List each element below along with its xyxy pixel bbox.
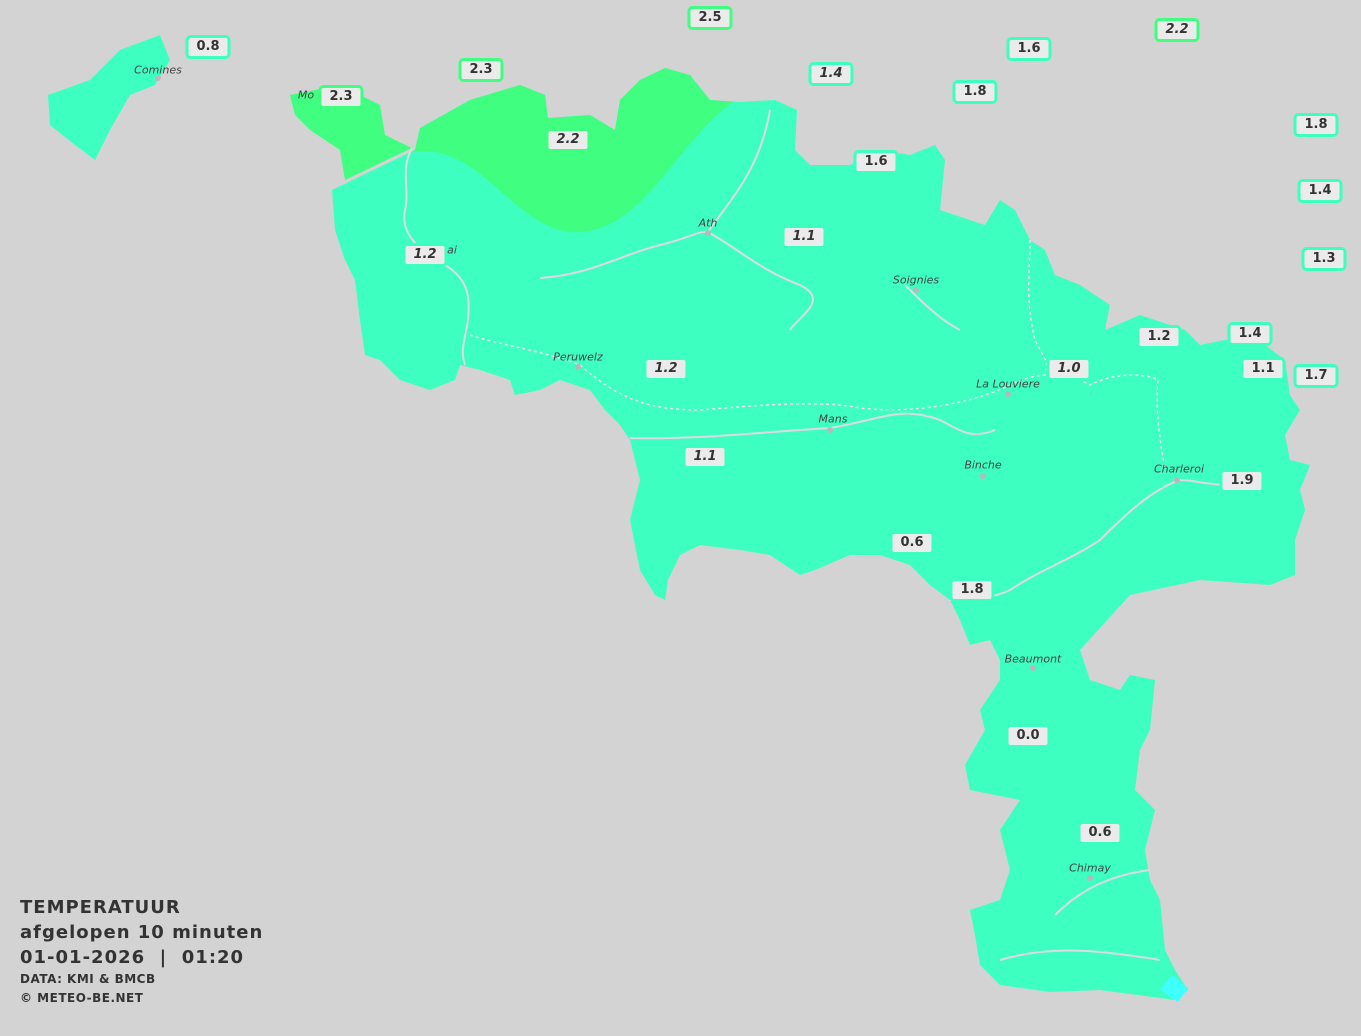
station-temperature-label[interactable]: 0.6: [1077, 821, 1123, 845]
river: [707, 109, 771, 233]
river: [1054, 869, 1151, 916]
station-temperature-label[interactable]: 1.7: [1293, 364, 1339, 388]
station-temperature-label[interactable]: 1.8: [949, 578, 995, 602]
city-markers: [155, 75, 1180, 881]
river: [904, 284, 961, 331]
station-temperature-label[interactable]: 2.2: [545, 128, 591, 152]
city-label: Soignies: [892, 273, 940, 287]
city-label: Comines: [134, 63, 182, 77]
city-marker: [913, 287, 919, 293]
station-temperature-label[interactable]: 1.3: [1301, 247, 1347, 271]
station-temperature-label[interactable]: 1.1: [682, 445, 728, 469]
legend-title: TEMPERATUUR: [20, 897, 181, 918]
mouscron-enclave: [290, 85, 412, 180]
station-temperature-label[interactable]: 1.9: [1219, 469, 1265, 493]
station-temperature-label[interactable]: 2.5: [687, 6, 733, 30]
city-marker: [1030, 665, 1036, 671]
station-temperature-label[interactable]: 2.3: [318, 85, 364, 109]
station-temperature-label[interactable]: 1.6: [853, 150, 899, 174]
station-temperature-label[interactable]: 1.4: [1227, 322, 1273, 346]
river: [629, 412, 996, 440]
temperature-band-0-1: [1160, 975, 1188, 1002]
city-marker: [827, 427, 833, 433]
temperature-band-1-2: [332, 68, 1310, 1000]
city-label: Mans: [818, 412, 848, 426]
legend: TEMPERATUUR afgelopen 10 minuten 01-01-2…: [20, 895, 263, 1008]
station-temperature-label[interactable]: 2.2: [1154, 18, 1200, 42]
city-label: La Louviere: [976, 377, 1040, 391]
legend-period: afgelopen 10 minuten: [20, 922, 264, 943]
legend-copyright: © METEO-BE.NET: [20, 991, 144, 1005]
legend-data-source: DATA: KMI & BMCB: [20, 972, 156, 986]
station-temperature-label[interactable]: 0.0: [1005, 724, 1051, 748]
city-label: Charleroi: [1153, 462, 1205, 476]
city-marker: [1174, 477, 1180, 483]
city-marker: [980, 473, 986, 479]
station-temperature-label[interactable]: 0.6: [889, 531, 935, 555]
station-temperature-label[interactable]: 2.3: [458, 58, 504, 82]
station-temperature-label[interactable]: 1.2: [402, 243, 448, 267]
station-temperature-label[interactable]: 1.8: [952, 80, 998, 104]
city-marker: [575, 364, 581, 370]
station-temperature-label[interactable]: 1.1: [1240, 357, 1286, 381]
river: [949, 478, 1241, 601]
city-label: Mo: [297, 88, 315, 102]
comines-enclave: [48, 35, 170, 160]
city-marker: [1005, 391, 1011, 397]
station-temperature-label[interactable]: 0.8: [185, 35, 231, 59]
city-marker: [1087, 875, 1093, 881]
city-label: Beaumont: [1004, 652, 1062, 666]
station-temperature-label[interactable]: 1.4: [808, 62, 854, 86]
city-marker: [155, 75, 161, 81]
city-label: Peruwelz: [553, 350, 603, 364]
city-marker: [705, 230, 711, 236]
province-shape: [48, 35, 1310, 1002]
river: [999, 949, 1161, 961]
legend-datetime: 01-01-2026 | 01:20: [20, 947, 245, 968]
city-label: Chimay: [1069, 861, 1111, 875]
station-temperature-label[interactable]: 1.4: [1297, 179, 1343, 203]
station-temperature-label[interactable]: 1.0: [1046, 357, 1092, 381]
city-label: Binche: [964, 458, 1002, 472]
station-temperature-label[interactable]: 1.8: [1293, 113, 1339, 137]
station-temperature-label[interactable]: 1.6: [1006, 37, 1052, 61]
station-temperature-label[interactable]: 1.1: [781, 225, 827, 249]
station-temperature-label[interactable]: 1.2: [643, 357, 689, 381]
border-line: [469, 334, 1166, 471]
station-temperature-label[interactable]: 1.2: [1136, 325, 1182, 349]
city-label: ai: [447, 243, 457, 257]
city-label: Ath: [698, 216, 718, 230]
